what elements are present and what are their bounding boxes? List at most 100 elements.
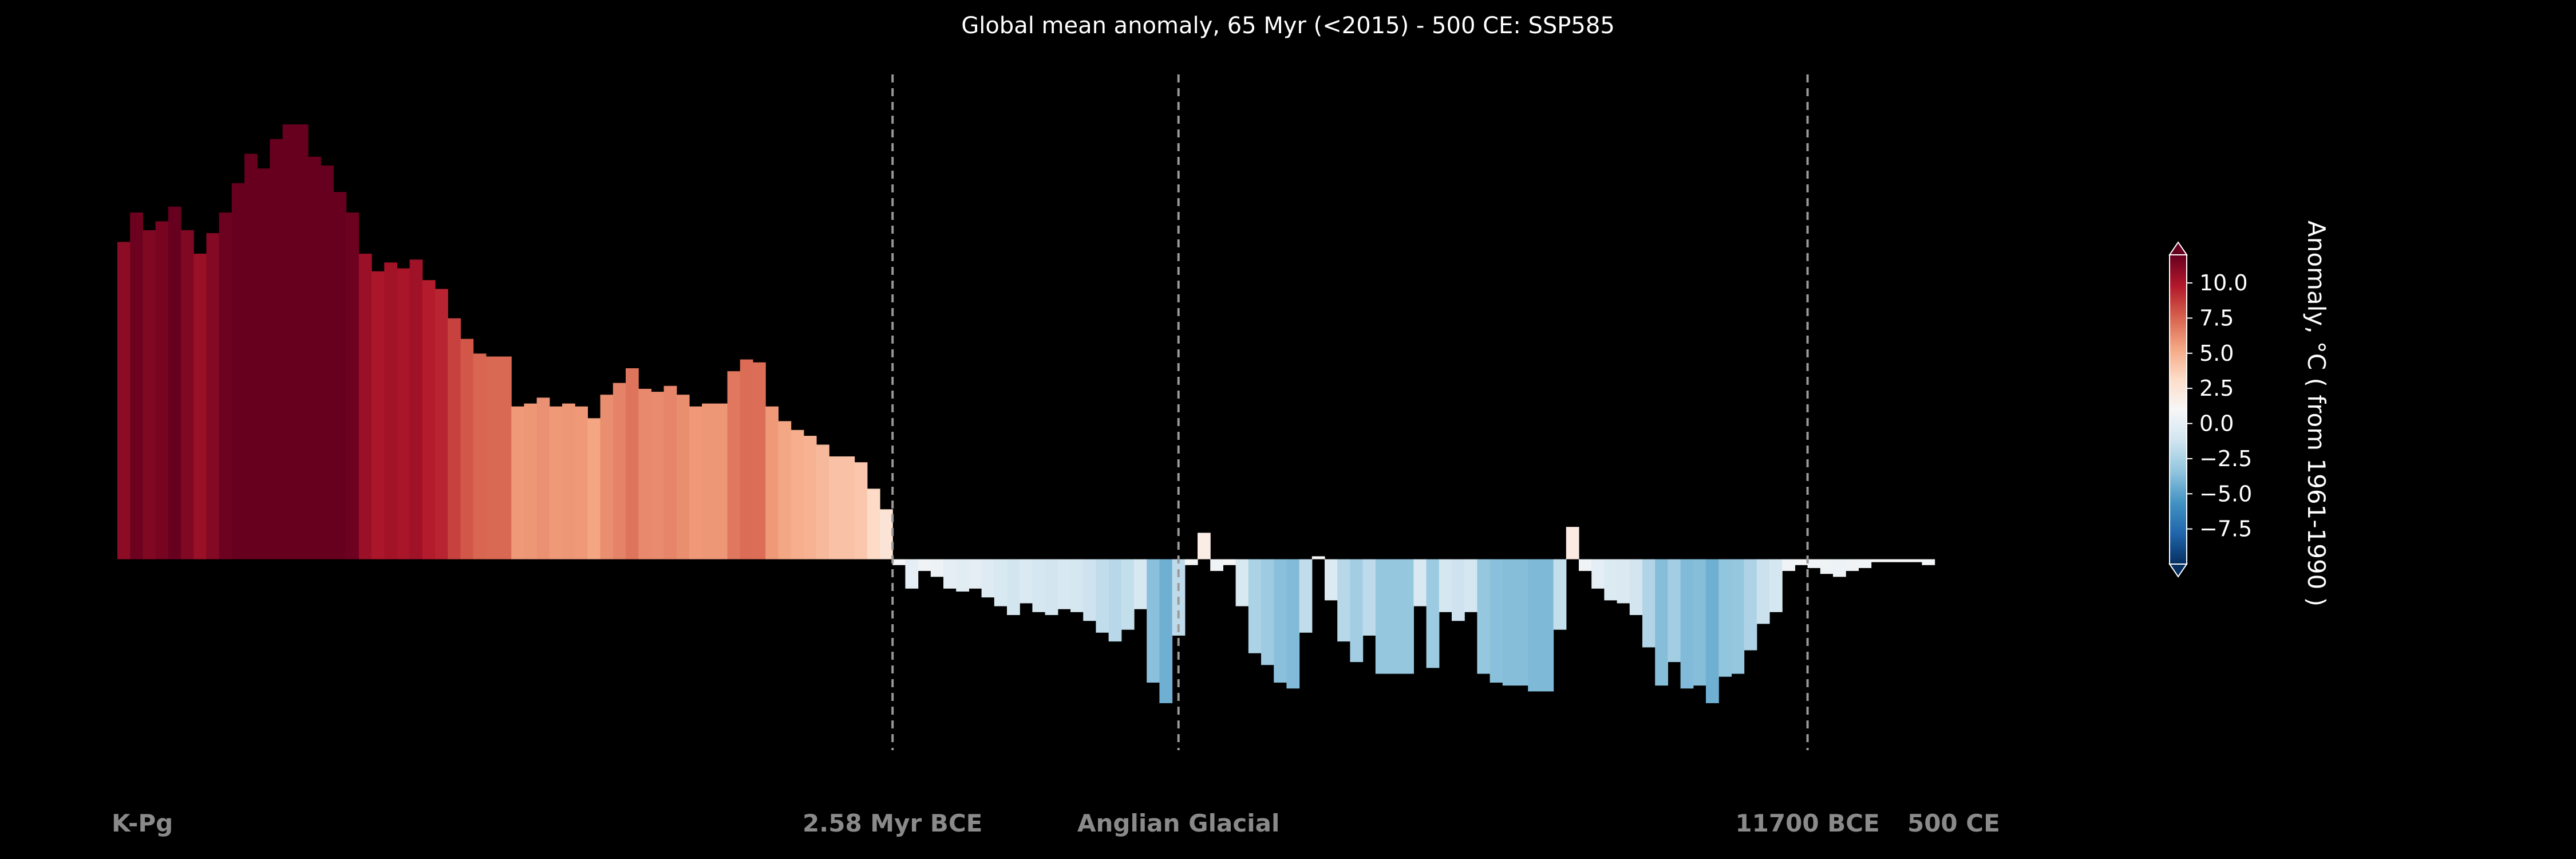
era-label: 2.58 Myr BCE — [803, 809, 982, 837]
bar — [143, 230, 156, 559]
bar — [1820, 559, 1834, 574]
bar — [295, 124, 309, 559]
bar — [219, 212, 232, 559]
bar — [803, 436, 817, 559]
bar — [384, 262, 397, 559]
bar — [1261, 559, 1274, 665]
bar — [524, 403, 538, 559]
bar — [372, 271, 385, 559]
bar — [1833, 559, 1846, 577]
bar — [1070, 559, 1084, 612]
bar — [1731, 559, 1745, 674]
colorbar-tick-label: 2.5 — [2199, 376, 2234, 401]
bar — [1591, 559, 1605, 589]
bar — [1274, 559, 1287, 683]
bar — [1617, 559, 1630, 604]
bar — [994, 559, 1008, 606]
era-label: 500 CE — [1907, 809, 2000, 837]
bar — [1311, 556, 1325, 559]
bar — [473, 353, 487, 559]
bar — [829, 456, 842, 559]
bar — [168, 206, 181, 559]
bar — [1604, 559, 1618, 601]
bar — [816, 444, 829, 559]
bar — [193, 253, 207, 559]
colorbar-tick-label: 10.0 — [2199, 270, 2248, 295]
bar — [1337, 559, 1350, 642]
bar — [346, 212, 359, 559]
colorbar-bottom-extend — [2168, 564, 2188, 578]
bar — [1515, 559, 1528, 686]
colorbar-tick-label: −7.5 — [2199, 517, 2252, 542]
bar — [1007, 559, 1020, 615]
colorbar: 10.0 7.5 5.0 2.5 0.0 −2.5 −5.0 −7.5 — [2168, 241, 2252, 578]
bar-series — [117, 124, 1935, 703]
colorbar-top-extend — [2168, 241, 2188, 255]
bar — [943, 559, 957, 589]
bar — [155, 221, 169, 559]
bar — [460, 338, 474, 559]
era-label: Anglian Glacial — [1077, 809, 1279, 837]
bar — [1897, 559, 1910, 562]
bar — [1350, 559, 1364, 663]
bar — [1655, 559, 1668, 686]
bar — [1922, 559, 1935, 565]
bar — [1871, 559, 1884, 562]
bar — [905, 559, 919, 589]
bar — [892, 559, 906, 565]
bar — [409, 259, 423, 559]
bar — [753, 362, 766, 559]
chart-title: Global mean anomaly, 65 Myr (<2015) - 50… — [961, 13, 1615, 39]
bar — [1553, 559, 1567, 630]
bar — [1032, 559, 1046, 612]
bar — [1210, 559, 1223, 572]
bar — [435, 289, 448, 559]
bar — [1401, 559, 1414, 674]
bar — [1782, 559, 1795, 572]
bar — [663, 385, 677, 559]
colorbar-tick-label: 7.5 — [2199, 305, 2234, 330]
bar — [257, 168, 270, 559]
bar — [1795, 559, 1808, 565]
bar — [1134, 559, 1147, 609]
bar — [358, 253, 372, 559]
bar — [1439, 559, 1452, 612]
bar — [270, 139, 283, 559]
bar — [841, 456, 855, 559]
bar — [1388, 559, 1401, 674]
bar — [1668, 559, 1681, 663]
bar — [676, 395, 690, 559]
bar — [485, 356, 499, 559]
bar — [1235, 559, 1249, 606]
bar — [791, 430, 804, 559]
bar — [880, 509, 893, 559]
bar — [1744, 559, 1757, 651]
colorbar-tick-label: 5.0 — [2199, 341, 2234, 366]
bar — [1464, 559, 1477, 612]
bar — [1502, 559, 1516, 686]
bar — [1756, 559, 1770, 624]
bar — [422, 280, 436, 559]
bar — [117, 242, 131, 559]
bar — [600, 395, 614, 559]
bar — [702, 403, 715, 559]
colorbar-tick-label: −2.5 — [2199, 446, 2252, 471]
bar — [206, 233, 220, 559]
colorbar-outline — [2169, 254, 2187, 565]
bar — [1706, 559, 1719, 703]
bar — [854, 462, 868, 559]
bar — [1375, 559, 1389, 674]
bar — [778, 421, 792, 559]
bar — [448, 318, 461, 559]
bar — [321, 166, 334, 559]
bar — [1477, 559, 1491, 674]
bar — [765, 406, 779, 559]
bar — [575, 406, 588, 559]
bar — [1629, 559, 1643, 615]
bar — [130, 212, 143, 559]
bar — [1807, 559, 1821, 568]
bar — [969, 559, 982, 589]
bar — [1680, 559, 1694, 689]
bar — [918, 559, 931, 572]
